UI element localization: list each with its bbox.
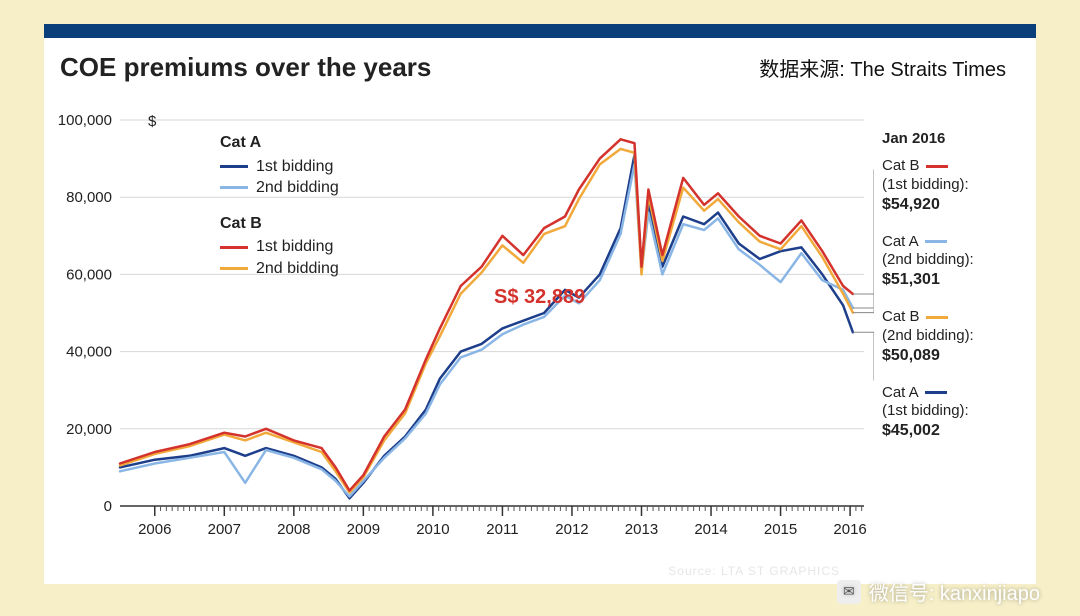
svg-text:40,000: 40,000 — [66, 344, 112, 361]
legend-swatch — [220, 186, 248, 189]
annotation-item: Cat A(1st bidding):$45,002 — [882, 384, 1032, 442]
annotation-header: Jan 2016 — [882, 130, 1032, 147]
svg-text:60,000: 60,000 — [66, 266, 112, 283]
annotation-note: (1st bidding): — [882, 176, 1032, 195]
svg-text:2010: 2010 — [416, 521, 449, 538]
annotation-value: $51,301 — [882, 270, 1032, 290]
svg-text:2008: 2008 — [277, 521, 310, 538]
legend-swatch — [220, 267, 248, 270]
legend-group: Cat B1st bidding2nd bidding — [220, 213, 339, 280]
legend-group: Cat A1st bidding2nd bidding — [220, 132, 339, 199]
overlay-annotation: S$ 32,889 — [494, 286, 585, 309]
annotation-swatch — [926, 316, 948, 319]
svg-text:2011: 2011 — [486, 521, 518, 538]
annotation-value: $45,002 — [882, 421, 1032, 441]
legend-item: 1st bidding — [220, 156, 339, 178]
chart-area: 0 20,000 40,000 60,000 80,000 100,000 $2006 200… — [54, 110, 874, 550]
legend-item: 2nd bidding — [220, 258, 339, 280]
legend-item: 2nd bidding — [220, 177, 339, 199]
watermark: ✉ 微信号: kanxinjiapo — [837, 577, 1040, 606]
annotation-swatch — [925, 391, 947, 394]
legend-item: 1st bidding — [220, 236, 339, 258]
svg-text:2012: 2012 — [555, 521, 588, 538]
annotation-series-name: Cat A — [882, 384, 919, 403]
legend-label: 1st bidding — [256, 236, 333, 258]
chart-card: COE premiums over the years 数据来源: The St… — [44, 24, 1036, 584]
watermark-text: 微信号: kanxinjiapo — [869, 577, 1040, 606]
legend-swatch — [220, 246, 248, 249]
source-label: 数据来源: The Straits Times — [759, 58, 1006, 83]
annotation-series-name: Cat B — [882, 308, 920, 327]
annotation-swatch — [926, 165, 948, 168]
legend-label: 2nd bidding — [256, 177, 339, 199]
svg-text:2007: 2007 — [208, 521, 241, 538]
annotation-value: $50,089 — [882, 346, 1032, 366]
annotation-note: (1st bidding): — [882, 402, 1032, 421]
wechat-icon: ✉ — [837, 580, 861, 604]
svg-text:20,000: 20,000 — [66, 421, 112, 438]
svg-text:$: $ — [148, 113, 157, 130]
chart-legend: Cat A1st bidding2nd biddingCat B1st bidd… — [220, 132, 339, 294]
svg-text:80,000: 80,000 — [66, 189, 112, 206]
legend-swatch — [220, 165, 248, 168]
svg-text:2015: 2015 — [764, 521, 797, 538]
card-accent-bar — [44, 24, 1036, 38]
annotation-item: Cat B(1st bidding):$54,920 — [882, 157, 1032, 215]
legend-group-title: Cat B — [220, 213, 339, 235]
annotation-series-name: Cat B — [882, 157, 920, 176]
annotation-swatch — [925, 240, 947, 243]
legend-group-title: Cat A — [220, 132, 339, 154]
annotation-note: (2nd bidding): — [882, 251, 1032, 270]
svg-text:0: 0 — [104, 498, 112, 515]
legend-label: 2nd bidding — [256, 258, 339, 280]
svg-text:100,000: 100,000 — [58, 112, 112, 129]
chart-title: COE premiums over the years — [60, 52, 431, 83]
svg-text:2014: 2014 — [694, 521, 727, 538]
svg-text:2006: 2006 — [138, 521, 171, 538]
annotation-value: $54,920 — [882, 195, 1032, 215]
footer-source: Source: LTA ST GRAPHICS — [668, 564, 840, 578]
svg-text:2016: 2016 — [833, 521, 866, 538]
svg-text:2013: 2013 — [625, 521, 658, 538]
annotation-series-name: Cat A — [882, 233, 919, 252]
annotation-item: Cat B(2nd bidding):$50,089 — [882, 308, 1032, 366]
line-chart: 0 20,000 40,000 60,000 80,000 100,000 $2006 200… — [54, 110, 874, 550]
page-root: COE premiums over the years 数据来源: The St… — [0, 0, 1080, 616]
annotation-item: Cat A(2nd bidding):$51,301 — [882, 233, 1032, 291]
right-annotation-panel: Jan 2016Cat B(1st bidding):$54,920Cat A(… — [882, 130, 1032, 459]
legend-label: 1st bidding — [256, 156, 333, 178]
svg-text:2009: 2009 — [347, 521, 380, 538]
annotation-note: (2nd bidding): — [882, 327, 1032, 346]
